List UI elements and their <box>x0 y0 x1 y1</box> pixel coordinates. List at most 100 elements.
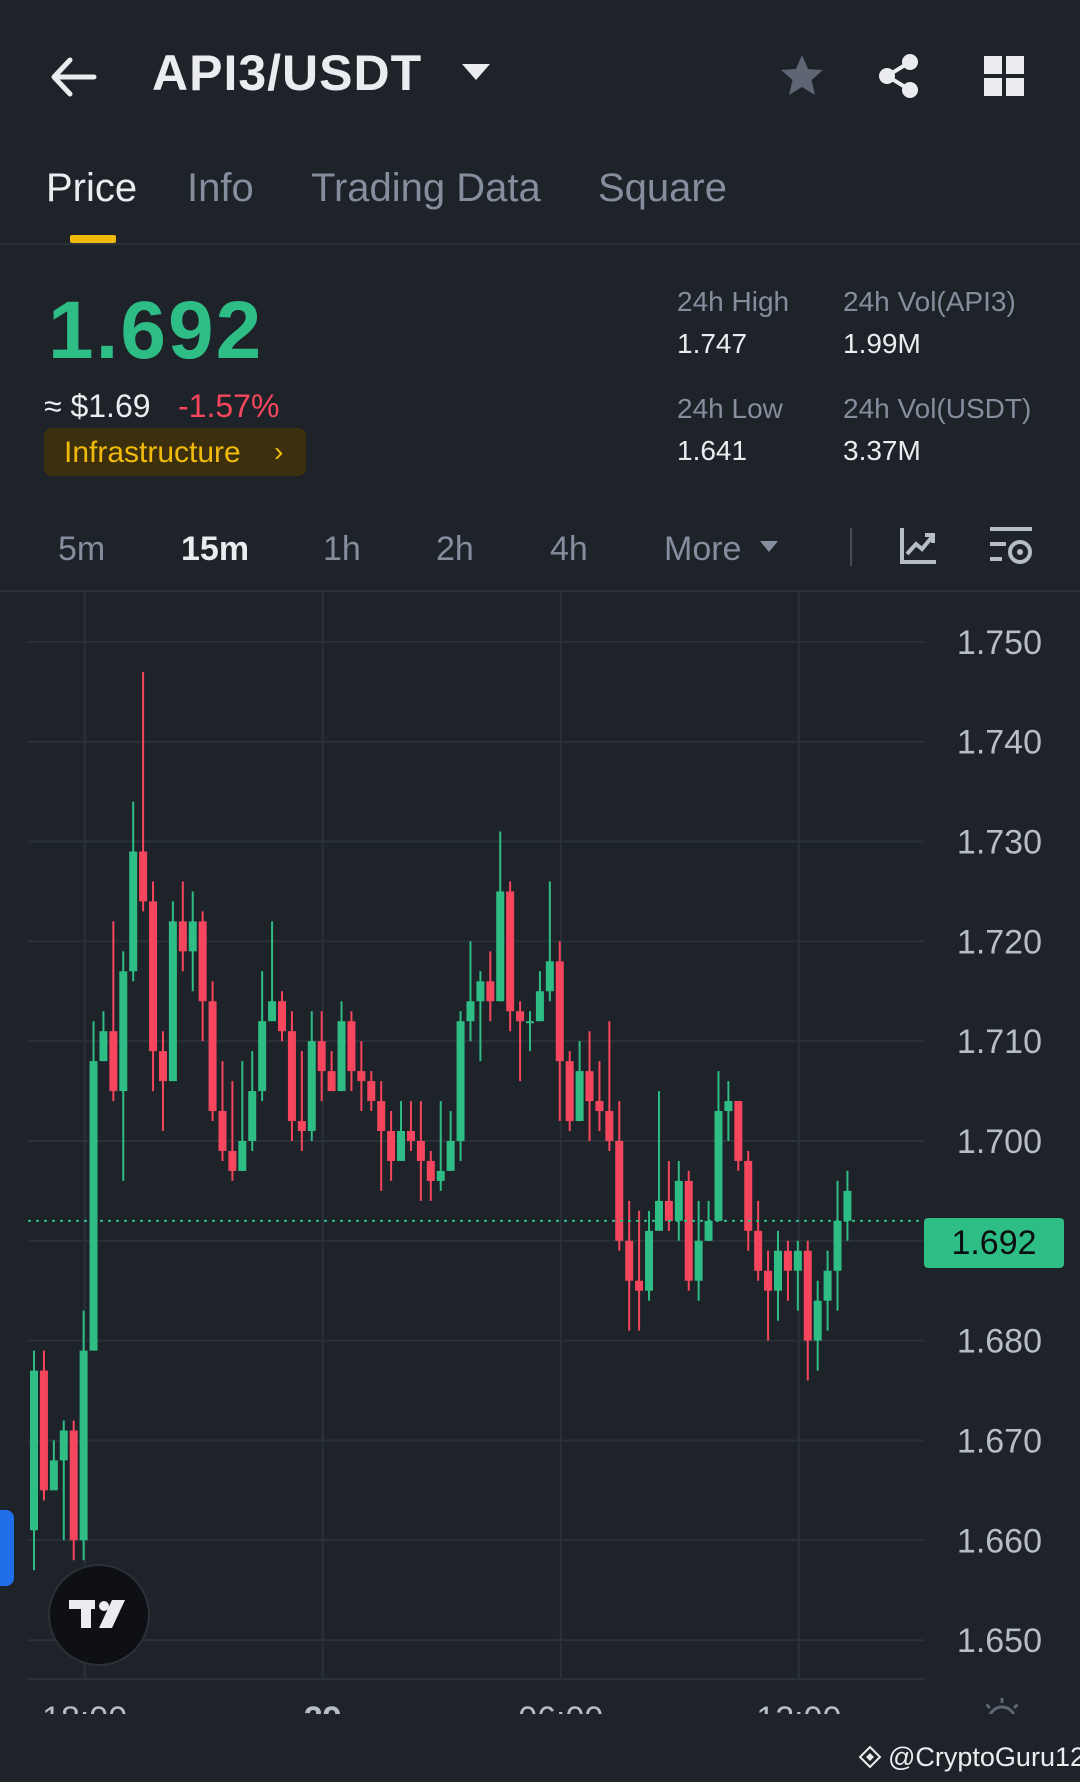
candle-body <box>218 1111 227 1151</box>
interval-more[interactable]: More <box>664 530 742 568</box>
candle <box>208 981 217 1122</box>
candle-body <box>317 1041 326 1072</box>
candle-body <box>635 1280 644 1291</box>
chart-settings-icon[interactable] <box>988 524 1034 568</box>
candle-body <box>774 1250 782 1291</box>
candle-body <box>347 1021 356 1072</box>
interval-2h[interactable]: 2h <box>436 530 474 568</box>
candle <box>674 1160 683 1241</box>
candle <box>774 1230 782 1321</box>
tradingview-logo-icon[interactable] <box>48 1564 150 1666</box>
stat-high-value: 1.747 <box>677 328 748 359</box>
candle-body <box>377 1101 386 1132</box>
candle <box>476 971 485 1062</box>
candle <box>168 901 177 1082</box>
candle-body <box>357 1071 366 1082</box>
candle-body <box>89 1061 98 1351</box>
candle-body <box>555 961 564 1062</box>
candle-body <box>664 1200 673 1221</box>
candle-body <box>803 1250 812 1341</box>
stat-vol-quote-label: 24h Vol(USDT) <box>843 393 1032 424</box>
sector-tag[interactable] <box>44 428 306 476</box>
candle-body <box>188 921 197 952</box>
candle <box>575 1041 584 1122</box>
candle-body <box>79 1350 88 1541</box>
price-change-percent: -1.57% <box>178 388 280 424</box>
candle-body <box>149 901 158 1052</box>
candle <box>565 1051 574 1132</box>
candle <box>823 1250 832 1331</box>
candle-body <box>119 971 128 1092</box>
candle <box>158 1031 167 1132</box>
candle-body <box>595 1101 604 1112</box>
share-icon[interactable] <box>876 52 922 100</box>
candle-body <box>99 1031 108 1062</box>
tab-info[interactable]: Info <box>187 166 254 210</box>
stat-vol-quote-value: 3.37M <box>843 435 921 466</box>
candle <box>664 1160 673 1231</box>
side-panel-handle[interactable] <box>0 1510 14 1586</box>
pair-title[interactable]: API3/USDT <box>152 45 423 101</box>
candle <box>426 1150 435 1201</box>
candle-body <box>486 981 495 1002</box>
candle-body <box>416 1140 425 1161</box>
candle-body <box>645 1230 654 1291</box>
candle-body <box>287 1031 296 1122</box>
star-icon[interactable] <box>778 52 826 100</box>
candle-body <box>406 1131 415 1141</box>
candle <box>119 951 128 1181</box>
candle-body <box>466 1001 475 1022</box>
tab-price[interactable]: Price <box>46 166 138 210</box>
candle <box>218 1061 227 1161</box>
candle <box>317 1011 326 1102</box>
current-price-label: 1.692 <box>951 1224 1037 1262</box>
candle-body <box>575 1071 584 1122</box>
candle-body <box>268 1001 277 1022</box>
tab-trading-data[interactable]: Trading Data <box>311 166 541 210</box>
candle <box>714 1071 723 1221</box>
candle-body <box>397 1131 406 1161</box>
candle-body <box>734 1101 743 1161</box>
indicator-icon[interactable] <box>898 526 938 566</box>
candle <box>635 1210 644 1331</box>
candle <box>843 1170 852 1241</box>
tab-square[interactable]: Square <box>598 166 727 210</box>
candle-body <box>724 1101 733 1112</box>
back-arrow-icon[interactable] <box>46 50 100 104</box>
candle <box>337 1001 346 1092</box>
interval-15m[interactable]: 15m <box>181 530 250 568</box>
candle <box>198 911 207 1042</box>
candle-body <box>704 1220 713 1241</box>
candle <box>416 1101 425 1201</box>
candlestick-chart[interactable]: 1.7501.7401.7301.7201.7101.7001.6901.680… <box>0 592 1080 1714</box>
candle-body <box>565 1061 574 1122</box>
candle-body <box>674 1180 683 1221</box>
candle <box>228 1081 237 1181</box>
candle <box>545 881 554 1002</box>
watermark-logo-icon <box>858 1745 882 1769</box>
y-tick-label: 1.720 <box>957 923 1042 961</box>
stat-low-value: 1.641 <box>677 435 748 466</box>
candle <box>694 1200 703 1301</box>
y-tick-label: 1.750 <box>957 624 1042 662</box>
candle <box>109 921 118 1102</box>
interval-4h[interactable]: 4h <box>550 530 588 568</box>
candle <box>406 1101 415 1151</box>
candle-body <box>694 1240 703 1281</box>
interval-5m[interactable]: 5m <box>58 530 106 568</box>
candle-body <box>526 1021 534 1024</box>
candle <box>555 941 564 1122</box>
candle <box>268 921 277 1022</box>
candle <box>89 1021 98 1351</box>
stat-vol-base-value: 1.99M <box>843 328 921 359</box>
chevron-down-icon[interactable] <box>760 541 778 552</box>
interval-1h[interactable]: 1h <box>323 530 361 568</box>
candle-body <box>337 1021 346 1092</box>
candle <box>248 1051 257 1151</box>
grid-icon[interactable] <box>982 54 1026 98</box>
pair-dropdown-icon[interactable] <box>462 64 490 80</box>
candle-body <box>516 1011 525 1022</box>
last-price: 1.692 <box>48 285 264 376</box>
sun-settings-icon[interactable] <box>980 1698 1024 1714</box>
sector-label[interactable]: Infrastructure <box>64 436 241 469</box>
